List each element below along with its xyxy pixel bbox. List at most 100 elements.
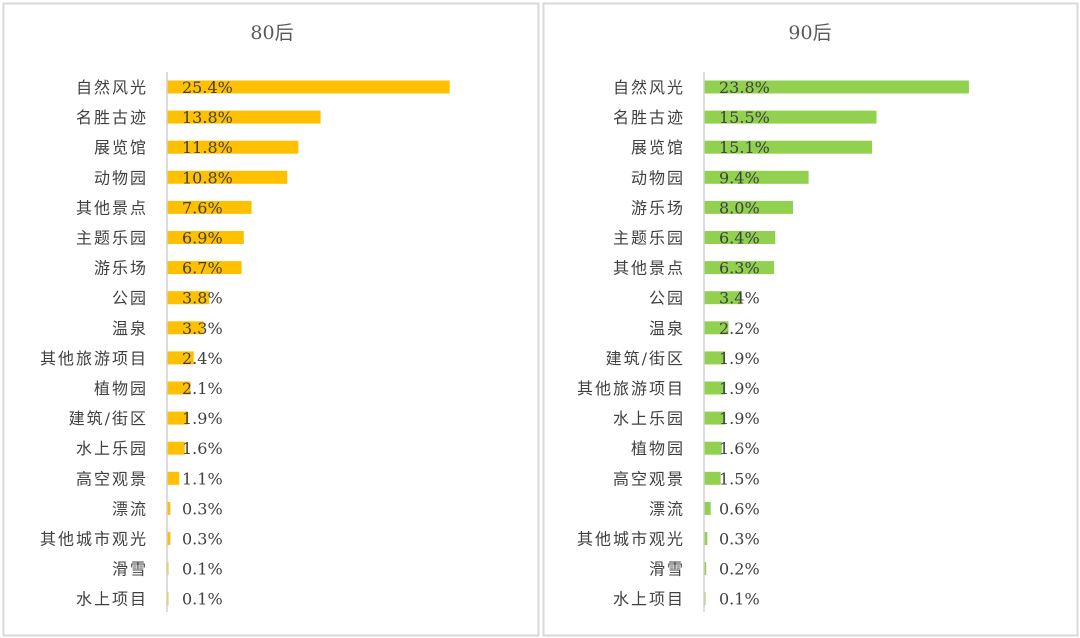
data-label: 0.3% <box>182 530 223 549</box>
data-label: 15.1% <box>719 138 770 157</box>
bar <box>167 471 180 485</box>
category-label: 主题乐园 <box>613 229 685 248</box>
category-label: 其他旅游项目 <box>577 379 685 398</box>
data-label: 2.4% <box>182 349 223 368</box>
category-label: 建筑/街区 <box>69 409 148 428</box>
data-label: 1.6% <box>182 439 223 458</box>
data-label: 0.2% <box>719 560 760 579</box>
data-label: 0.1% <box>182 560 223 579</box>
bar <box>704 532 708 545</box>
data-label: 0.3% <box>719 530 760 549</box>
data-label: 6.9% <box>182 229 223 248</box>
data-label: 0.1% <box>182 590 223 609</box>
category-label: 建筑/街区 <box>606 349 685 368</box>
data-label: 1.9% <box>719 409 760 428</box>
data-label: 6.4% <box>719 229 760 248</box>
category-label: 其他景点 <box>76 198 148 217</box>
bar <box>167 532 171 545</box>
data-label: 3.8% <box>182 289 223 308</box>
category-label: 名胜古迹 <box>76 108 148 127</box>
data-label: 1.1% <box>182 469 223 488</box>
data-label: 3.3% <box>182 319 223 338</box>
category-label: 其他旅游项目 <box>40 349 148 368</box>
category-label: 水上项目 <box>613 590 685 609</box>
data-label: 1.9% <box>719 349 760 368</box>
bar <box>704 471 721 485</box>
bar <box>167 80 450 94</box>
category-label: 高空观景 <box>76 469 148 488</box>
bar <box>704 170 809 184</box>
data-label: 13.8% <box>182 108 233 127</box>
bar <box>704 80 969 94</box>
data-label: 1.5% <box>719 469 760 488</box>
data-label: 6.3% <box>719 259 760 278</box>
bar <box>167 140 299 154</box>
bar <box>704 411 726 425</box>
bar <box>167 110 321 124</box>
data-label: 10.8% <box>182 168 233 187</box>
data-label: 1.6% <box>719 439 760 458</box>
data-label: 1.9% <box>719 379 760 398</box>
data-label: 6.7% <box>182 259 223 278</box>
category-label: 展览馆 <box>631 138 685 157</box>
bar <box>167 170 288 184</box>
data-label: 25.4% <box>182 78 233 97</box>
bar <box>704 231 776 244</box>
category-label: 植物园 <box>631 439 685 458</box>
data-label: 15.5% <box>719 108 770 127</box>
bar <box>704 110 877 124</box>
category-label: 水上项目 <box>76 590 148 609</box>
category-label: 自然风光 <box>76 78 148 97</box>
bar <box>167 501 171 515</box>
panel-frame <box>542 2 1079 637</box>
data-label: 23.8% <box>719 78 770 97</box>
category-label: 动物园 <box>94 168 148 187</box>
category-label: 漂流 <box>112 499 148 518</box>
panel-frame <box>2 2 540 637</box>
data-label: 3.4% <box>719 289 760 308</box>
category-label: 主题乐园 <box>76 229 148 248</box>
category-label: 动物园 <box>631 168 685 187</box>
category-label: 滑雪 <box>112 560 148 579</box>
bar <box>167 441 185 455</box>
bar <box>167 321 204 335</box>
data-label: 2.1% <box>182 379 223 398</box>
category-label: 漂流 <box>649 499 685 518</box>
category-label: 植物园 <box>94 379 148 398</box>
data-label: 11.8% <box>182 138 233 157</box>
bar <box>167 261 242 275</box>
bar <box>704 321 729 335</box>
bar <box>167 231 244 244</box>
data-label: 0.1% <box>719 590 760 609</box>
data-label: 9.4% <box>719 168 760 187</box>
data-label: 1.9% <box>182 409 223 428</box>
data-label: 0.6% <box>719 499 760 518</box>
category-label: 游乐场 <box>94 259 148 278</box>
data-label: 7.6% <box>182 198 223 217</box>
category-label: 温泉 <box>112 319 148 338</box>
bar <box>704 200 794 214</box>
category-label: 游乐场 <box>631 198 685 217</box>
bar <box>704 261 775 275</box>
category-label: 公园 <box>649 289 685 308</box>
category-label: 展览馆 <box>94 138 148 157</box>
category-label: 其他景点 <box>613 259 685 278</box>
category-label: 公园 <box>112 289 148 308</box>
bar <box>167 200 252 214</box>
data-label: 2.2% <box>719 319 760 338</box>
category-label: 自然风光 <box>613 78 685 97</box>
data-label: 0.3% <box>182 499 223 518</box>
category-label: 温泉 <box>649 319 685 338</box>
category-label: 高空观景 <box>613 469 685 488</box>
bar <box>704 501 711 515</box>
chart-title: 90后 <box>788 22 831 44</box>
bar <box>167 411 189 425</box>
bar <box>704 441 722 455</box>
category-label: 水上乐园 <box>76 439 148 458</box>
bar <box>704 351 726 365</box>
category-label: 名胜古迹 <box>613 108 685 127</box>
bar <box>704 562 707 576</box>
